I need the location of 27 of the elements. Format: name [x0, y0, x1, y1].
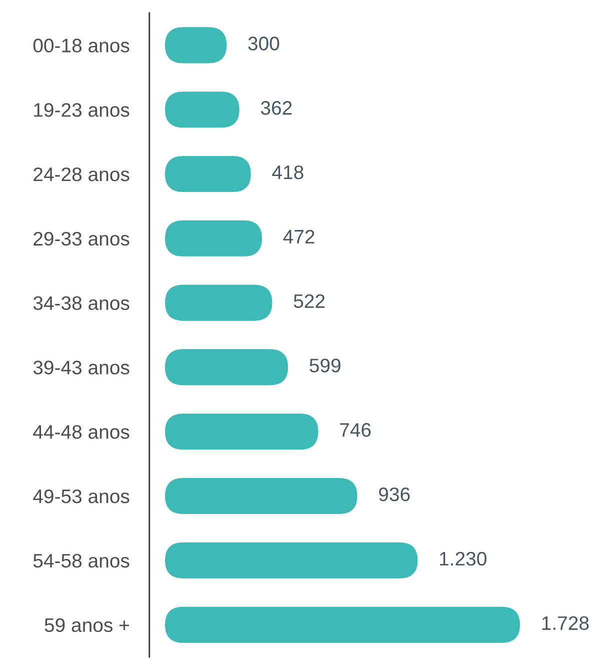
data-label: 300 [248, 36, 280, 50]
y-tick-label: 49-53 anos [33, 489, 130, 504]
y-tick-label: 19-23 anos [34, 103, 130, 117]
data-label: 936 [379, 487, 410, 502]
bar [165, 606, 520, 643]
data-label: 418 [272, 165, 304, 180]
data-label: 472 [283, 230, 314, 244]
data-label: 599 [310, 358, 340, 372]
y-tick-label: 29-33 anos [34, 232, 130, 246]
data-label: 1.230 [440, 552, 486, 566]
data-label: 746 [340, 423, 371, 437]
bar [165, 542, 418, 578]
data-label: 522 [294, 294, 325, 308]
y-tick-label: 44-48 anos [33, 425, 130, 439]
y-tick-label: 39-43 anos [33, 360, 130, 374]
y-tick-label: 59 anos + [44, 618, 129, 632]
y-tick-label: 24-28 anos [34, 167, 130, 182]
y-tick-label: 54-58 anos [33, 554, 130, 568]
y-tick-label: 00-18 anos [33, 38, 130, 52]
bar [165, 220, 262, 256]
data-label: 362 [260, 101, 292, 115]
bar [165, 284, 272, 321]
bar [165, 349, 288, 386]
bar [165, 414, 318, 450]
bar [165, 478, 358, 514]
y-tick-label: 34-38 anos [33, 296, 130, 310]
data-label: 1.728 [542, 616, 589, 630]
